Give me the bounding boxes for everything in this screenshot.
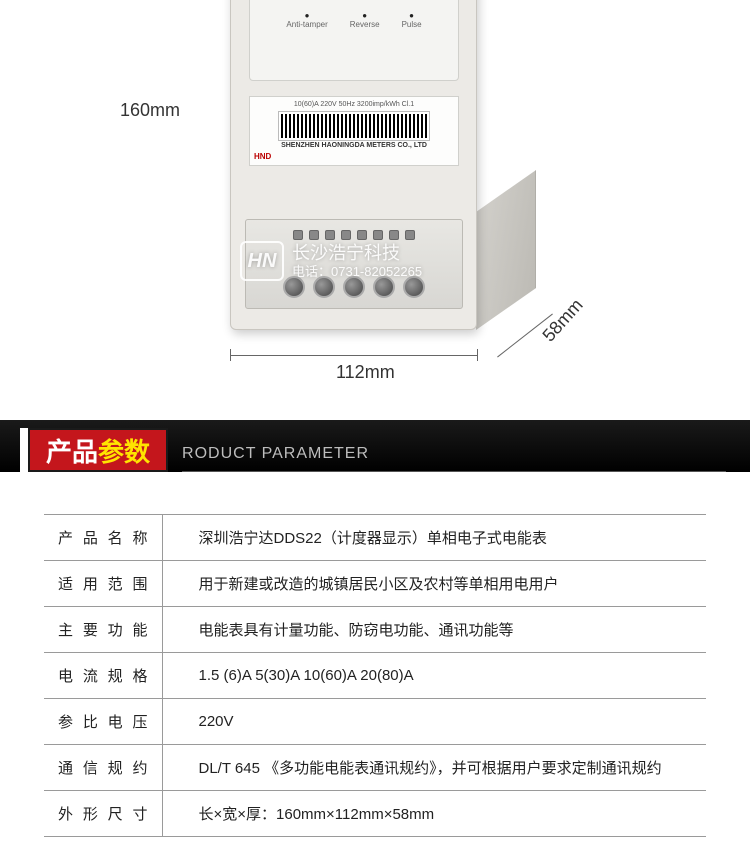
meter-led-row: Anti-tamper Reverse Pulse bbox=[250, 11, 458, 29]
dim-width-line bbox=[230, 355, 477, 356]
spec-table-wrap: 产品名称深圳浩宁达DDS22（计度器显示）单相电子式电能表适用范围用于新建或改造… bbox=[0, 472, 750, 867]
watermark-tel-label: 电话： bbox=[292, 264, 331, 279]
led-reverse: Reverse bbox=[350, 11, 380, 29]
watermark-company: 长沙浩宁科技 bbox=[292, 242, 422, 265]
watermark: HN 长沙浩宁科技 电话：0731-82052265 bbox=[240, 241, 422, 281]
meter-rating-plate: 10(60)A 220V 50Hz 3200imp/kWh Cl.1 SHENZ… bbox=[249, 96, 459, 166]
spec-value: 电能表具有计量功能、防窃电功能、通讯功能等 bbox=[162, 607, 706, 653]
table-row: 产品名称深圳浩宁达DDS22（计度器显示）单相电子式电能表 bbox=[44, 515, 706, 561]
table-row: 参比电压220V bbox=[44, 699, 706, 745]
hnd-logo: HND bbox=[254, 152, 271, 161]
spec-key: 外形尺寸 bbox=[44, 791, 162, 837]
led-anti-tamper: Anti-tamper bbox=[286, 11, 327, 29]
spec-key: 适用范围 bbox=[44, 561, 162, 607]
dim-tick-right bbox=[477, 349, 478, 361]
spec-value: 深圳浩宁达DDS22（计度器显示）单相电子式电能表 bbox=[162, 515, 706, 561]
meter-face-plate: Single Phase Static Watt-hour Meter Anti… bbox=[249, 0, 459, 81]
section-title-en: RODUCT PARAMETER bbox=[182, 445, 726, 472]
spec-value: 长×宽×厚：160mm×112mm×58mm bbox=[162, 791, 706, 837]
spec-key: 通信规约 bbox=[44, 745, 162, 791]
spec-value: 1.5 (6)A 5(30)A 10(60)A 20(80)A bbox=[162, 653, 706, 699]
dimension-width-label: 112mm bbox=[336, 362, 395, 383]
table-row: 外形尺寸长×宽×厚：160mm×112mm×58mm bbox=[44, 791, 706, 837]
section-title-cn-1: 产品 bbox=[46, 437, 98, 467]
meter-depth-face bbox=[476, 170, 536, 330]
rating-text: 10(60)A 220V 50Hz 3200imp/kWh Cl.1 bbox=[250, 101, 458, 108]
table-row: 适用范围用于新建或改造的城镇居民小区及农村等单相用电用户 bbox=[44, 561, 706, 607]
spec-value: 用于新建或改造的城镇居民小区及农村等单相用电用户 bbox=[162, 561, 706, 607]
spec-key: 参比电压 bbox=[44, 699, 162, 745]
section-header: 产品参数 RODUCT PARAMETER bbox=[0, 420, 750, 472]
spec-key: 产品名称 bbox=[44, 515, 162, 561]
led-pulse: Pulse bbox=[402, 11, 422, 29]
table-row: 通信规约DL/T 645 《多功能电能表通讯规约》，并可根据用户要求定制通讯规约 bbox=[44, 745, 706, 791]
watermark-logo: HN bbox=[240, 241, 284, 281]
manufacturer-label: SHENZHEN HAONINGDA METERS CO., LTD bbox=[250, 142, 458, 149]
section-title-tab: 产品参数 bbox=[20, 428, 168, 472]
spec-key: 主要功能 bbox=[44, 607, 162, 653]
table-row: 电流规格1.5 (6)A 5(30)A 10(60)A 20(80)A bbox=[44, 653, 706, 699]
section-title-cn-2: 参数 bbox=[98, 437, 150, 467]
small-terminals bbox=[246, 224, 462, 240]
spec-value: 220V bbox=[162, 699, 706, 745]
product-dimension-diagram: 160mm Single Phase Static Watt-hour Mete… bbox=[0, 0, 750, 410]
spec-key: 电流规格 bbox=[44, 653, 162, 699]
dimension-height-label: 160mm bbox=[120, 100, 180, 121]
barcode bbox=[279, 112, 429, 140]
table-row: 主要功能电能表具有计量功能、防窃电功能、通讯功能等 bbox=[44, 607, 706, 653]
watermark-tel: 0731-82052265 bbox=[331, 264, 422, 279]
spec-value: DL/T 645 《多功能电能表通讯规约》，并可根据用户要求定制通讯规约 bbox=[162, 745, 706, 791]
dimension-depth-label: 58mm bbox=[538, 295, 587, 346]
spec-table: 产品名称深圳浩宁达DDS22（计度器显示）单相电子式电能表适用范围用于新建或改造… bbox=[44, 514, 706, 837]
